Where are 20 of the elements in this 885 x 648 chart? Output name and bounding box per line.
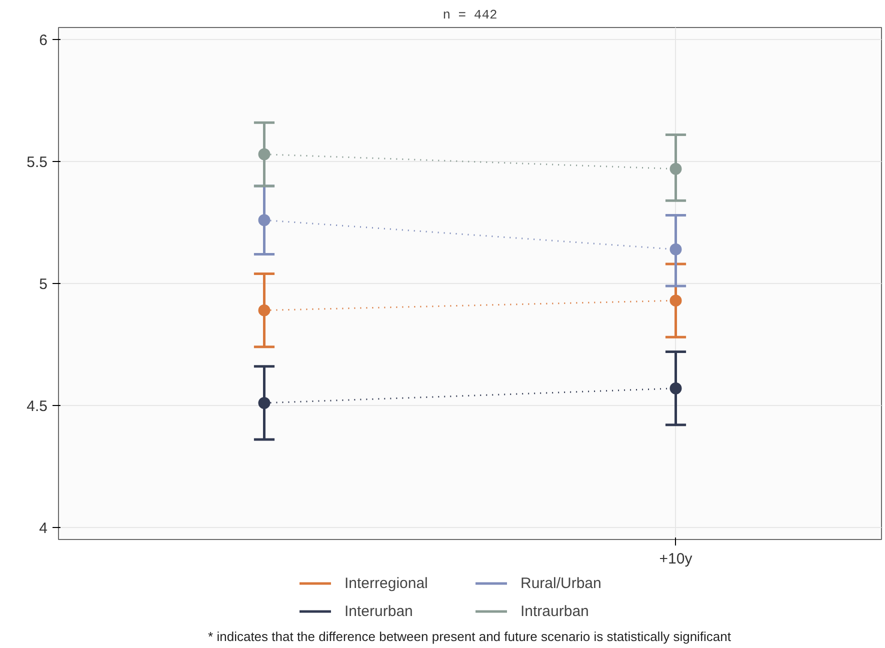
legend-label: Interurban [344, 602, 414, 620]
chart-title: n = 442 [442, 8, 498, 22]
legend-label: Rural/Urban [520, 574, 602, 592]
point [670, 382, 682, 394]
point [670, 294, 682, 307]
point [670, 243, 682, 256]
x-tick-label: +10y [659, 550, 693, 568]
y-tick-label: 6 [39, 32, 48, 50]
y-tick-label: 4 [39, 520, 48, 537]
text: * indicates that the difference between present and future scenario is statistically significant [208, 629, 732, 644]
point [258, 396, 270, 409]
y-tick-label: 4.5 [26, 398, 48, 415]
point [258, 214, 270, 226]
y-tick-label: 5 [39, 276, 48, 293]
point [670, 162, 682, 175]
point [258, 304, 270, 316]
point [258, 148, 270, 160]
legend-label: Intraurban [520, 602, 590, 620]
y-tick-label: 5.5 [26, 154, 48, 172]
legend-label: Interregional [344, 574, 429, 592]
